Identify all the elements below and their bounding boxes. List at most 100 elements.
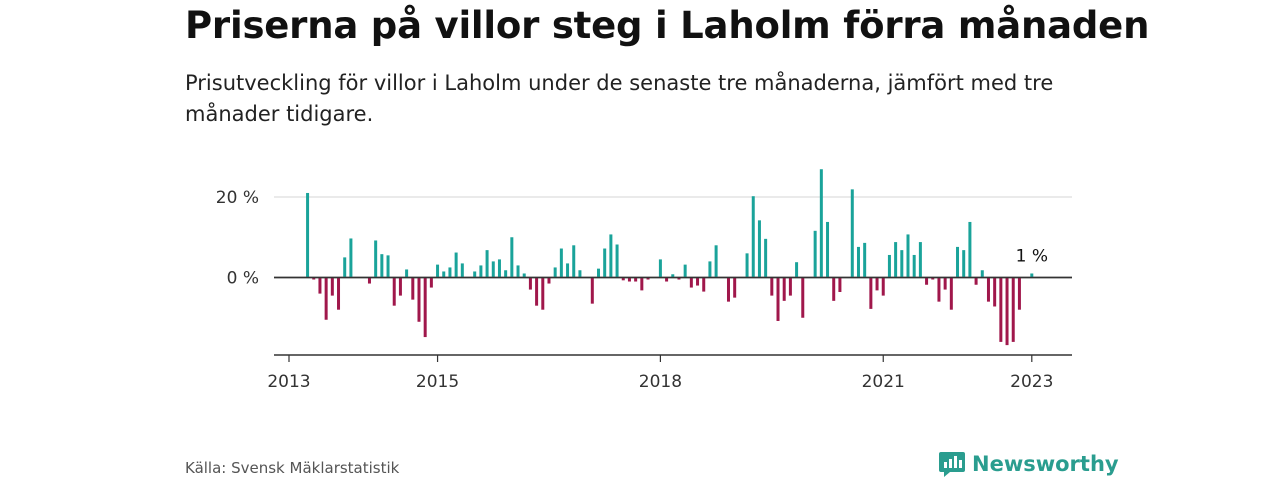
bar	[535, 277, 539, 306]
bar	[392, 277, 396, 306]
bar	[646, 277, 650, 280]
y-tick-label: 20 %	[216, 188, 259, 208]
newsworthy-logo-icon	[939, 452, 965, 477]
bar	[826, 221, 830, 278]
bar	[417, 277, 421, 322]
bar	[869, 277, 873, 309]
y-tick-label: 0 %	[227, 269, 259, 289]
bar	[788, 277, 792, 296]
bar	[887, 254, 891, 278]
bar	[764, 238, 768, 278]
bar	[423, 277, 427, 338]
bar	[566, 263, 570, 278]
x-tick-label: 2021	[862, 372, 905, 392]
bar	[306, 192, 310, 278]
bar	[906, 234, 910, 278]
chart-title: Priserna på villor steg i Laholm förra m…	[185, 4, 1150, 47]
bar	[962, 250, 966, 278]
bar	[881, 277, 885, 296]
bar	[856, 246, 860, 278]
bar	[436, 264, 440, 278]
bar	[528, 277, 532, 290]
bar	[949, 277, 953, 310]
bar	[677, 277, 681, 280]
bar	[343, 257, 347, 278]
bar	[850, 189, 854, 278]
bar	[603, 248, 607, 278]
bars	[306, 169, 1034, 346]
bar	[553, 267, 557, 278]
bar	[572, 245, 576, 278]
newsworthy-logo[interactable]: Newsworthy	[938, 450, 1119, 478]
bar	[943, 277, 947, 290]
bar	[349, 238, 353, 278]
bar	[405, 269, 409, 278]
bar	[726, 277, 730, 302]
bar	[702, 277, 706, 292]
bar	[838, 277, 842, 292]
bar	[696, 277, 700, 286]
bar	[801, 277, 805, 318]
bar	[318, 277, 322, 294]
bar	[671, 274, 675, 278]
bar	[597, 268, 600, 278]
bar	[324, 277, 328, 320]
bar	[733, 277, 737, 298]
bar	[479, 265, 483, 278]
bar	[411, 277, 415, 300]
bar	[497, 259, 501, 278]
bar	[374, 240, 378, 278]
bar	[367, 277, 371, 284]
bar	[1011, 277, 1015, 342]
bar	[559, 248, 563, 278]
bar	[590, 277, 594, 304]
bar	[454, 252, 458, 278]
bar	[683, 264, 687, 278]
bar	[925, 277, 929, 285]
bar	[757, 220, 761, 278]
bar	[330, 277, 334, 296]
x-tick-label: 2023	[1010, 372, 1053, 392]
bar	[999, 277, 1003, 342]
x-tick-label: 2018	[639, 372, 682, 392]
bar	[510, 237, 514, 278]
bar	[863, 242, 867, 278]
bar	[547, 277, 551, 284]
bar	[516, 265, 520, 278]
bar	[640, 277, 644, 291]
bar	[634, 277, 638, 282]
bar	[386, 255, 390, 278]
bar	[770, 277, 774, 296]
bar	[312, 277, 316, 280]
bar	[627, 277, 631, 282]
source-note: Källa: Svensk Mäklarstatistik	[185, 459, 400, 477]
bar-chart: 0 % 20 % 1 % 2013 2015 2018 2021 2023	[216, 169, 1072, 392]
bar	[937, 277, 941, 302]
last-value-label: 1 %	[1016, 246, 1048, 266]
bar	[337, 277, 341, 310]
bar	[956, 246, 960, 278]
bar	[448, 267, 452, 278]
gridlines	[274, 196, 1072, 279]
bar	[795, 262, 799, 278]
newsworthy-logo-text: Newsworthy	[972, 452, 1119, 476]
bar	[473, 271, 477, 278]
bar	[974, 277, 978, 285]
bar	[968, 221, 972, 278]
bar	[782, 277, 786, 301]
bar	[819, 169, 823, 278]
bar	[1005, 277, 1009, 346]
x-tick-label: 2015	[416, 372, 459, 392]
bar	[615, 244, 619, 278]
bar	[875, 277, 879, 291]
bar	[745, 253, 749, 278]
chart-subtitle: Prisutveckling för villor i Laholm under…	[185, 71, 1054, 126]
bar	[714, 245, 718, 278]
axes: 0 % 20 % 1 % 2013 2015 2018 2021 2023	[216, 188, 1072, 392]
bar	[491, 261, 495, 278]
bar	[442, 271, 446, 278]
bar	[522, 273, 526, 278]
bar	[931, 277, 935, 280]
bar	[398, 277, 402, 296]
bar	[1030, 273, 1034, 278]
